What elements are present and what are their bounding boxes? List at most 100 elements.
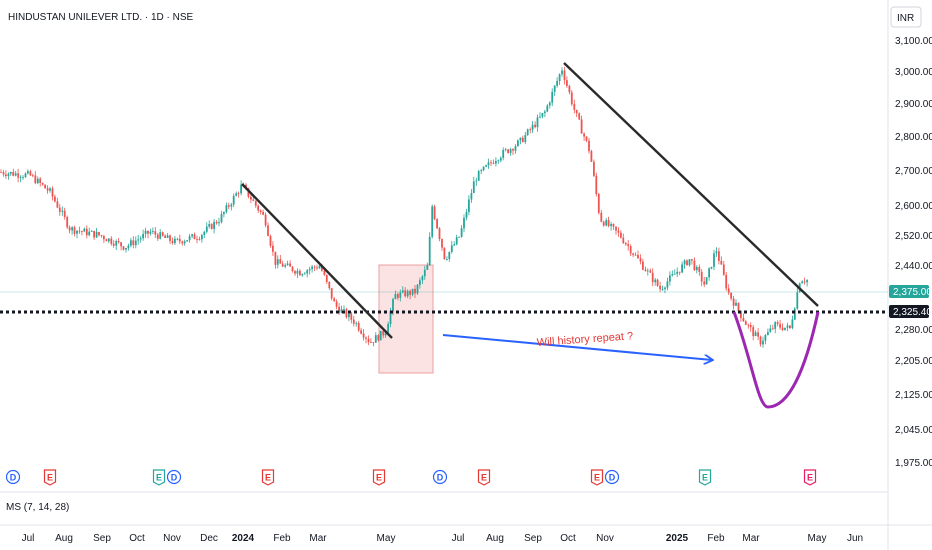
- candle-body: [722, 264, 725, 275]
- candle-body: [791, 319, 794, 328]
- candle-body: [563, 70, 566, 81]
- candle-body: [446, 259, 448, 260]
- candle-body: [401, 290, 404, 293]
- candle-body: [250, 196, 252, 200]
- earnings-marker[interactable]: [590, 469, 604, 486]
- candle-body: [426, 265, 429, 270]
- candle-body: [703, 281, 706, 285]
- candle-body: [705, 277, 708, 285]
- x-tick-label: Aug: [486, 533, 504, 544]
- candle-body: [355, 323, 358, 324]
- event-marker-label: E: [807, 472, 813, 482]
- candle-body: [654, 279, 657, 283]
- candle-body: [27, 171, 29, 174]
- candle-body: [279, 259, 282, 264]
- earnings-marker[interactable]: [698, 469, 712, 486]
- earnings-marker[interactable]: [152, 469, 166, 486]
- candle-body: [134, 240, 137, 246]
- candle-body: [0, 172, 2, 173]
- candle-body: [534, 124, 536, 128]
- candle-body: [389, 311, 392, 324]
- x-tick-label: Sep: [524, 533, 542, 544]
- candle-body: [225, 205, 228, 212]
- candle-body: [130, 240, 132, 246]
- dividend-marker[interactable]: [604, 469, 620, 485]
- candle-body: [203, 231, 206, 235]
- candle-body: [406, 290, 409, 297]
- candle-body: [715, 251, 718, 254]
- candle-body: [125, 248, 127, 250]
- candle-body: [193, 234, 196, 240]
- candle-body: [49, 188, 51, 191]
- candle-body: [183, 241, 186, 244]
- candle-body: [384, 332, 387, 336]
- candle-body: [480, 170, 483, 172]
- x-tick-label: May: [377, 533, 396, 544]
- candle-body: [588, 140, 590, 152]
- candle-body: [607, 220, 610, 226]
- candle-body: [737, 302, 740, 311]
- candle-body: [740, 310, 742, 318]
- candle-body: [218, 222, 220, 224]
- y-tick-label: 2,900.00: [895, 99, 932, 110]
- candle-body: [186, 240, 189, 242]
- candle-body: [595, 175, 598, 194]
- dividend-marker[interactable]: [432, 469, 448, 485]
- candle-body: [387, 323, 389, 333]
- dividend-marker[interactable]: [5, 469, 21, 485]
- candle-body: [556, 81, 558, 86]
- y-tick-label: 2,280.00: [895, 325, 932, 336]
- event-marker-label: E: [702, 472, 708, 482]
- candle-body: [235, 193, 238, 196]
- x-tick-label: Oct: [129, 533, 145, 544]
- candle-body: [379, 330, 382, 341]
- currency-box[interactable]: [890, 6, 922, 28]
- candle-body: [61, 210, 64, 212]
- candle-body: [495, 161, 497, 164]
- candle-body: [174, 238, 176, 244]
- candle-body: [139, 238, 142, 240]
- candle-body: [433, 206, 436, 219]
- candle-body: [578, 113, 581, 120]
- earnings-marker[interactable]: [372, 469, 386, 486]
- trendline-1: [241, 183, 393, 339]
- candle-body: [208, 224, 211, 227]
- candle-body: [397, 294, 399, 298]
- candle-body: [71, 227, 73, 231]
- dividend-marker[interactable]: [166, 469, 182, 485]
- candle-body: [580, 119, 583, 134]
- earnings-marker[interactable]: [803, 469, 817, 486]
- time-axis[interactable]: Jul Aug Sep Oct Nov Dec 2024 Feb Mar May Jul Aug Sep…: [22, 533, 863, 544]
- x-tick-label: Dec: [200, 533, 218, 544]
- earnings-marker[interactable]: [261, 469, 275, 486]
- candle-body: [115, 241, 118, 246]
- candle-body: [634, 254, 637, 256]
- candle-body: [803, 281, 806, 283]
- candle-body: [499, 157, 502, 161]
- earnings-marker[interactable]: [477, 469, 491, 486]
- earnings-marker[interactable]: [43, 469, 57, 486]
- candle-body: [272, 245, 274, 252]
- candle-body: [602, 221, 605, 226]
- candle-body: [81, 231, 83, 232]
- candle-body: [22, 177, 24, 178]
- candle-body: [318, 265, 321, 269]
- candle-body: [443, 247, 446, 260]
- candle-body: [259, 210, 262, 212]
- candle-body: [801, 281, 804, 284]
- candle-body: [504, 149, 507, 151]
- event-marker-label: D: [609, 472, 616, 482]
- candle-body: [54, 196, 56, 202]
- candle-body: [39, 178, 42, 183]
- candle-body: [676, 271, 679, 274]
- candle-body: [110, 238, 113, 244]
- candle-body: [629, 246, 632, 254]
- candle-body: [698, 267, 701, 272]
- event-marker-label: D: [171, 472, 178, 482]
- candle-body: [76, 230, 78, 234]
- candle-body: [296, 270, 299, 274]
- indicator-label[interactable]: MS (7, 14, 28): [6, 502, 69, 513]
- price-axis[interactable]: 3,100.00 3,000.00 2,900.00 2,800.00 2,700.00…: [895, 36, 932, 469]
